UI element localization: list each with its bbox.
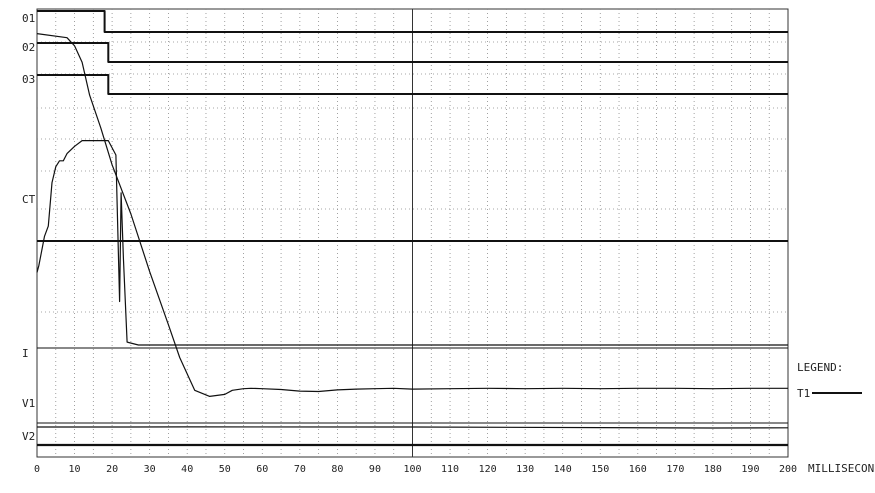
channel-label-ct: CT <box>22 193 36 206</box>
legend-title: LEGEND: <box>797 361 843 374</box>
legend: LEGEND: T1 <box>797 361 862 400</box>
x-tick-label: 60 <box>256 464 268 475</box>
x-tick-label: 180 <box>704 464 722 475</box>
x-tick-label: 160 <box>629 464 647 475</box>
x-tick-label: 150 <box>591 464 609 475</box>
x-tick-label: 100 <box>403 464 421 475</box>
x-tick-label: 170 <box>666 464 684 475</box>
channel-labels: 01 02 03 CT I V1 V2 <box>22 12 36 443</box>
x-tick-label: 50 <box>219 464 231 475</box>
legend-entry-label: T1 <box>797 387 810 400</box>
x-tick-label: 140 <box>554 464 572 475</box>
x-tick-label: 10 <box>69 464 81 475</box>
series-v2-trace <box>37 426 789 429</box>
x-tick-label: 80 <box>331 464 343 475</box>
traces <box>36 10 789 447</box>
x-tick-label: 30 <box>144 464 156 475</box>
series-01-trace <box>37 10 788 33</box>
series-i-trace <box>36 33 788 397</box>
x-tick-label: 40 <box>181 464 193 475</box>
channel-label-i: I <box>22 347 29 360</box>
x-tick-label: 190 <box>741 464 759 475</box>
x-tick-label: 110 <box>441 464 459 475</box>
channel-label-01: 01 <box>22 12 35 25</box>
channel-label-v1: V1 <box>22 397 35 410</box>
x-tick-label: 20 <box>106 464 118 475</box>
channel-label-03: 03 <box>22 73 35 86</box>
x-tick-label: 130 <box>516 464 534 475</box>
x-tick-label: 200 <box>779 464 797 475</box>
x-tick-label: 0 <box>34 464 40 475</box>
series-03-trace <box>37 74 788 95</box>
channel-label-02: 02 <box>22 41 35 54</box>
series-ct-trace <box>36 140 788 346</box>
x-tick-label: 70 <box>294 464 306 475</box>
x-axis-ticks: 0 10 20 30 40 50 60 70 80 90 100 110 120 130 140 150 160… <box>34 464 797 475</box>
grid <box>36 8 789 458</box>
channel-label-v2: V2 <box>22 430 35 443</box>
x-axis-label: MILLISECONDS <box>808 462 875 475</box>
x-tick-label: 120 <box>479 464 497 475</box>
x-tick-label: 90 <box>369 464 381 475</box>
